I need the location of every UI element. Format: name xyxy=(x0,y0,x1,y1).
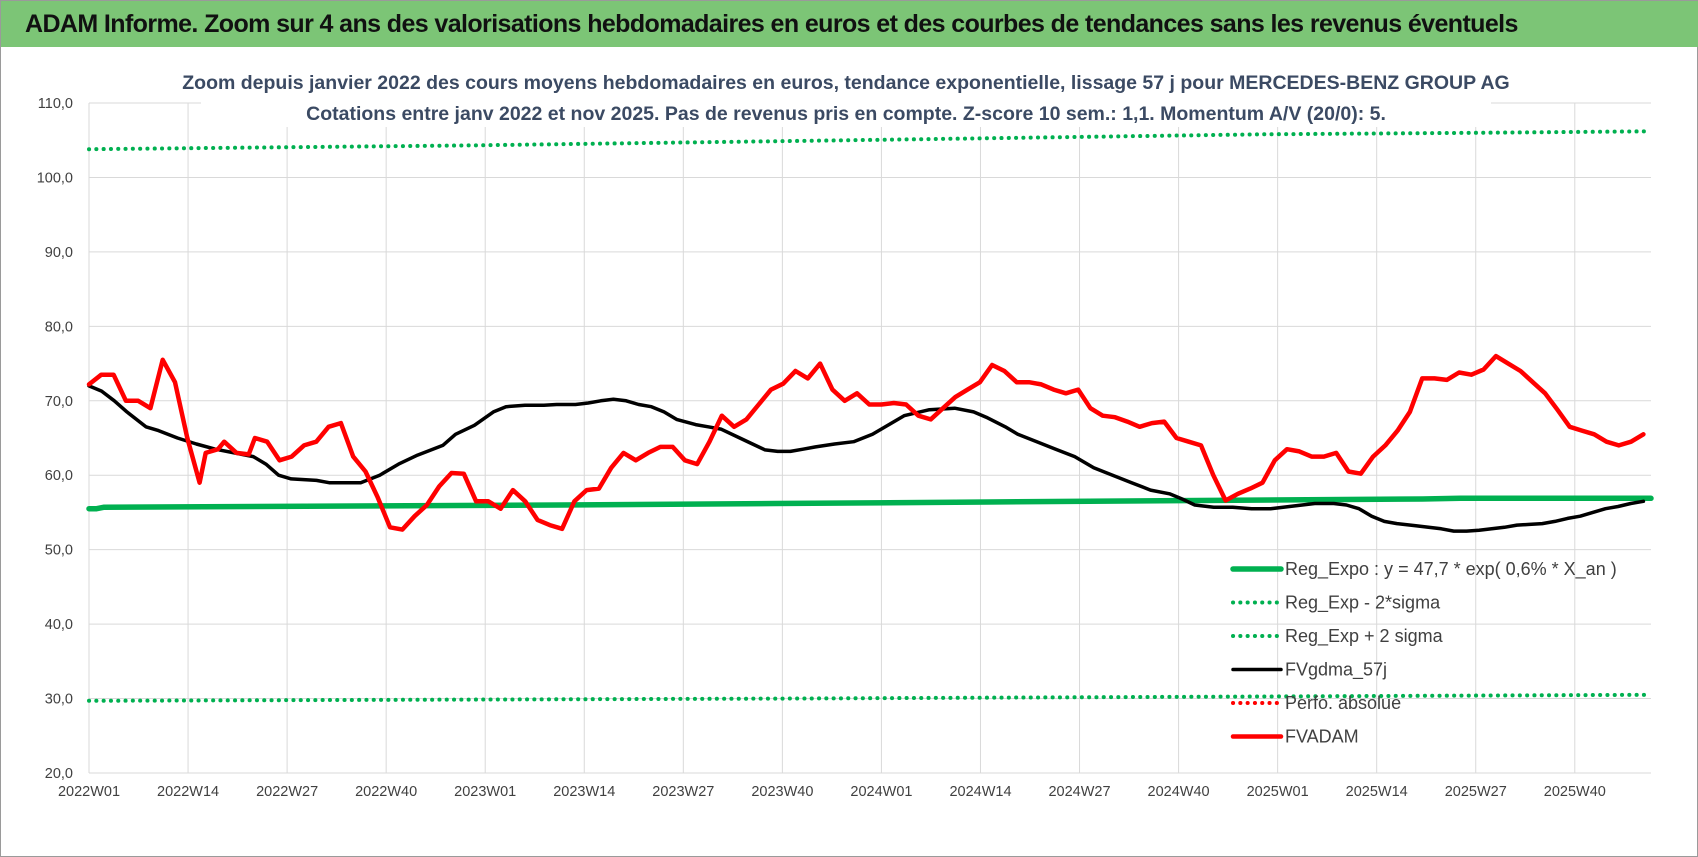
x-tick-label: 2025W01 xyxy=(1247,784,1309,800)
y-tick-label: 50,0 xyxy=(45,543,73,559)
x-tick-label: 2023W40 xyxy=(751,784,813,800)
x-tick-label: 2025W40 xyxy=(1544,784,1606,800)
series-line-2 xyxy=(87,129,1653,152)
series-line-3 xyxy=(87,384,1646,533)
x-tick-label: 2024W14 xyxy=(949,784,1011,800)
series-line-5 xyxy=(86,353,1646,532)
gridlines xyxy=(88,102,1651,774)
x-tick-label: 2022W14 xyxy=(157,784,219,800)
legend-label: Reg_Exp - 2*sigma xyxy=(1285,593,1441,614)
x-tick-label: 2023W14 xyxy=(553,784,615,800)
y-axis-ticks: 110,0 100,0 90,0 80,0 70,0 60,0 50,0 40,0 30,0 20… xyxy=(37,96,73,782)
y-tick-label: 70,0 xyxy=(45,394,73,410)
title-banner: ADAM Informe. Zoom sur 4 ans des valoris… xyxy=(1,1,1698,47)
x-tick-label: 2024W27 xyxy=(1048,784,1110,800)
banner-title: ADAM Informe. Zoom sur 4 ans des valoris… xyxy=(25,10,1518,38)
legend-label: FVADAM xyxy=(1285,727,1359,747)
x-tick-label: 2024W40 xyxy=(1148,784,1210,800)
y-tick-label: 20,0 xyxy=(45,766,73,782)
y-tick-label: 60,0 xyxy=(45,468,73,484)
line-chart: 110,0 100,0 90,0 80,0 70,0 60,0 50,0 40,0 30,0 20… xyxy=(37,65,1654,800)
chart-subtitle: Cotations entre janv 2022 et nov 2025. P… xyxy=(306,103,1386,125)
x-tick-label: 2022W27 xyxy=(256,784,318,800)
x-tick-label: 2023W27 xyxy=(652,784,714,800)
x-axis-ticks: 2022W01 2022W14 2022W27 2022W40 2023W01 2023W… xyxy=(58,784,1606,800)
x-tick-label: 2025W27 xyxy=(1445,784,1507,800)
legend: Reg_Expo : y = 47,7 * exp( 0,6% * X_an )… xyxy=(1230,559,1617,747)
chart-title: Zoom depuis janvier 2022 des cours moyen… xyxy=(182,72,1509,94)
y-tick-label: 80,0 xyxy=(45,319,73,335)
y-tick-label: 110,0 xyxy=(38,96,73,112)
series-line-1 xyxy=(87,692,1653,703)
series-line-0 xyxy=(86,495,1654,512)
legend-label: FVgdma_57j xyxy=(1285,660,1387,681)
y-tick-label: 90,0 xyxy=(45,245,73,261)
x-tick-label: 2024W01 xyxy=(850,784,912,800)
legend-label: Reg_Exp + 2 sigma xyxy=(1285,626,1444,647)
legend-label: Reg_Expo : y = 47,7 * exp( 0,6% * X_an ) xyxy=(1285,559,1617,580)
y-tick-label: 100,0 xyxy=(37,170,73,186)
x-tick-label: 2025W14 xyxy=(1346,784,1408,800)
x-tick-label: 2023W01 xyxy=(454,784,516,800)
series-layer xyxy=(86,129,1654,703)
y-tick-label: 30,0 xyxy=(45,692,73,708)
x-tick-label: 2022W01 xyxy=(58,784,120,800)
legend-label: Perfo. absolue xyxy=(1285,693,1401,713)
x-tick-label: 2022W40 xyxy=(355,784,417,800)
title-backdrop xyxy=(201,65,1491,127)
y-tick-label: 40,0 xyxy=(45,617,73,633)
